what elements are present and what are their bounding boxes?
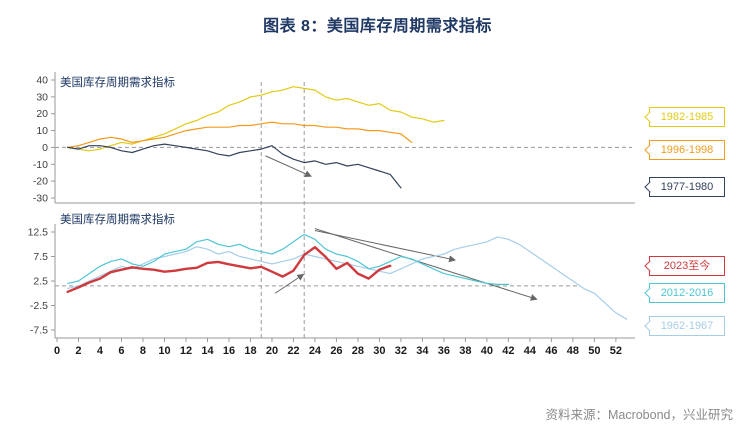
x-tick-label: 52: [610, 345, 622, 357]
x-tick-label: 24: [309, 345, 322, 357]
page-title: 图表 8：美国库存周期需求指标: [263, 18, 492, 35]
x-tick-label: 22: [287, 345, 299, 357]
y-tick-label: -7.5: [30, 325, 48, 337]
legend-label: 1982-1985: [660, 111, 714, 123]
y-tick-label: 7.5: [33, 251, 48, 263]
x-tick-label: 28: [352, 345, 364, 357]
legend-tag-2023: 2023至今: [649, 256, 725, 276]
y-tick-label: -30: [33, 193, 48, 205]
legend-label: 1962-1967: [660, 320, 714, 332]
x-tick-label: 48: [567, 345, 579, 357]
series-1982-1985: [67, 86, 445, 152]
series-2023至今: [66, 245, 392, 293]
annotation-arrow: [265, 155, 312, 177]
y-tick-label: -10: [33, 159, 48, 171]
series-1962-1967: [67, 236, 628, 320]
legend-tag-2012-2016: 2012-2016: [649, 283, 725, 303]
legend-label: 2023至今: [663, 260, 711, 272]
x-tick-label: 38: [459, 345, 471, 357]
x-tick-label: 26: [330, 345, 342, 357]
top-panel-title: 美国库存周期需求指标: [60, 77, 175, 89]
x-tick-label: 40: [481, 345, 493, 357]
series-2012-2016: [67, 233, 509, 285]
x-tick-label: 44: [524, 345, 537, 357]
annotation-arrow: [314, 228, 538, 301]
y-tick-label: 0: [42, 142, 48, 154]
y-tick-label: 12.5: [28, 227, 49, 239]
y-tick-label: 20: [36, 108, 48, 120]
x-tick-label: 12: [180, 345, 192, 357]
x-tick-label: 32: [395, 345, 407, 357]
x-tick-label: 4: [97, 345, 104, 357]
x-tick-label: 14: [201, 345, 214, 357]
source-note: 资料来源：Macrobond，兴业研究: [545, 408, 733, 422]
bottom-panel-title: 美国库存周期需求指标: [60, 214, 175, 226]
annotation-arrow: [274, 273, 305, 294]
y-tick-label: 40: [36, 75, 48, 87]
legend-label: 1977-1980: [660, 181, 714, 193]
annotation-arrow: [314, 230, 457, 263]
x-tick-label: 8: [140, 345, 146, 357]
y-tick-label: -20: [33, 176, 48, 188]
legend-tag-1996-1998: 1996-1998: [649, 140, 725, 160]
x-tick-label: 20: [266, 345, 278, 357]
y-tick-label: -2.5: [30, 300, 48, 312]
x-tick-label: 10: [158, 345, 170, 357]
legend-tag-1962-1967: 1962-1967: [649, 316, 725, 336]
x-tick-label: 36: [438, 345, 450, 357]
y-tick-label: 30: [36, 91, 48, 103]
y-tick-label: 2.5: [33, 276, 48, 288]
x-tick-label: 2: [75, 345, 81, 357]
series-1996-1998: [67, 121, 413, 148]
x-tick-label: 0: [54, 345, 60, 357]
legend-tag-1977-1980: 1977-1980: [649, 177, 725, 197]
x-tick-label: 30: [373, 345, 385, 357]
x-tick-label: 46: [545, 345, 557, 357]
legend-tag-1982-1985: 1982-1985: [649, 107, 725, 127]
x-tick-label: 50: [588, 345, 600, 357]
x-tick-label: 42: [502, 345, 514, 357]
x-tick-label: 34: [416, 345, 429, 357]
x-tick-label: 6: [118, 345, 124, 357]
legend-label: 2012-2016: [660, 287, 714, 299]
legend-label: 1996-1998: [660, 144, 714, 156]
x-tick-label: 16: [223, 345, 235, 357]
y-tick-label: 10: [36, 125, 48, 137]
x-tick-label: 18: [244, 345, 256, 357]
series-1977-1980: [67, 143, 402, 189]
